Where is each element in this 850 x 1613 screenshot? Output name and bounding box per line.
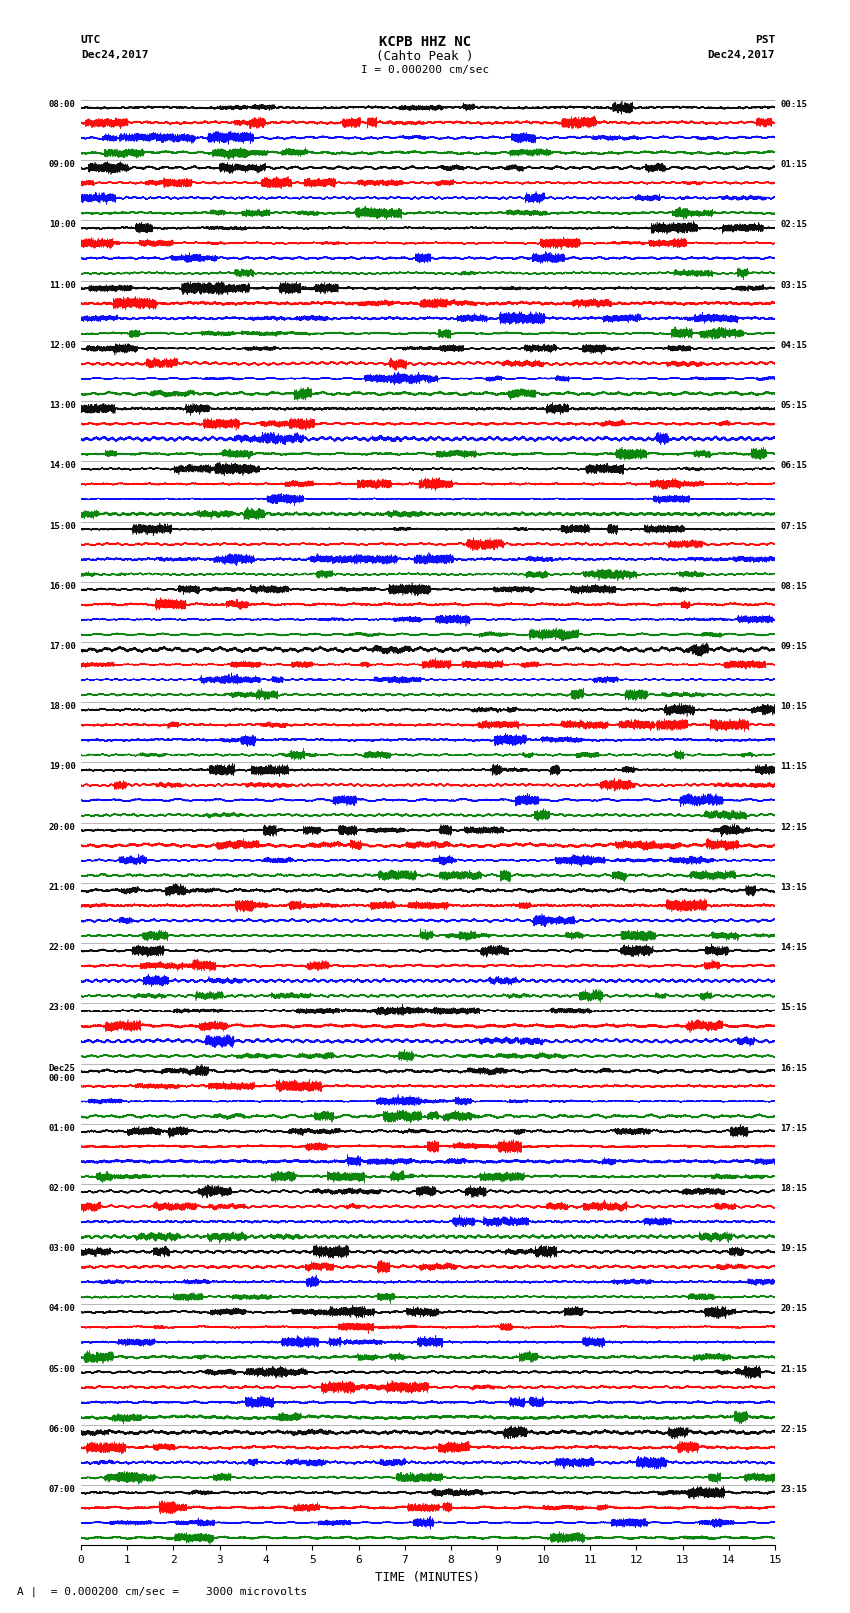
Text: Dec25
00:00: Dec25 00:00 xyxy=(48,1063,76,1082)
Text: 20:15: 20:15 xyxy=(780,1305,808,1313)
Text: 02:15: 02:15 xyxy=(780,221,808,229)
Text: 02:00: 02:00 xyxy=(48,1184,76,1194)
Text: 21:15: 21:15 xyxy=(780,1365,808,1374)
Text: 12:00: 12:00 xyxy=(48,340,76,350)
Text: Dec24,2017: Dec24,2017 xyxy=(81,50,148,60)
Text: 19:15: 19:15 xyxy=(780,1244,808,1253)
Text: (Cahto Peak ): (Cahto Peak ) xyxy=(377,50,473,63)
Text: 14:15: 14:15 xyxy=(780,944,808,952)
Text: UTC: UTC xyxy=(81,35,101,45)
Text: 17:00: 17:00 xyxy=(48,642,76,652)
Text: 11:00: 11:00 xyxy=(48,281,76,290)
Text: 10:00: 10:00 xyxy=(48,221,76,229)
Text: 16:00: 16:00 xyxy=(48,582,76,590)
Text: 01:00: 01:00 xyxy=(48,1124,76,1132)
Text: 20:00: 20:00 xyxy=(48,823,76,832)
Text: 09:00: 09:00 xyxy=(48,160,76,169)
Text: 09:15: 09:15 xyxy=(780,642,808,652)
Text: 07:15: 07:15 xyxy=(780,521,808,531)
Text: 07:00: 07:00 xyxy=(48,1486,76,1494)
Text: 13:00: 13:00 xyxy=(48,402,76,410)
Text: I = 0.000200 cm/sec: I = 0.000200 cm/sec xyxy=(361,65,489,74)
Text: KCPB HHZ NC: KCPB HHZ NC xyxy=(379,35,471,50)
Text: 00:15: 00:15 xyxy=(780,100,808,110)
Text: 22:15: 22:15 xyxy=(780,1424,808,1434)
Text: 21:00: 21:00 xyxy=(48,882,76,892)
Text: 01:15: 01:15 xyxy=(780,160,808,169)
Text: Dec24,2017: Dec24,2017 xyxy=(708,50,775,60)
Text: 15:15: 15:15 xyxy=(780,1003,808,1013)
Text: 18:15: 18:15 xyxy=(780,1184,808,1194)
Text: 06:00: 06:00 xyxy=(48,1424,76,1434)
X-axis label: TIME (MINUTES): TIME (MINUTES) xyxy=(376,1571,480,1584)
Text: A |  = 0.000200 cm/sec =    3000 microvolts: A | = 0.000200 cm/sec = 3000 microvolts xyxy=(17,1586,307,1597)
Text: 05:15: 05:15 xyxy=(780,402,808,410)
Text: 15:00: 15:00 xyxy=(48,521,76,531)
Text: 08:00: 08:00 xyxy=(48,100,76,110)
Text: PST: PST xyxy=(755,35,775,45)
Text: 18:00: 18:00 xyxy=(48,702,76,711)
Text: 12:15: 12:15 xyxy=(780,823,808,832)
Text: 14:00: 14:00 xyxy=(48,461,76,471)
Text: 06:15: 06:15 xyxy=(780,461,808,471)
Text: 23:15: 23:15 xyxy=(780,1486,808,1494)
Text: 23:00: 23:00 xyxy=(48,1003,76,1013)
Text: 04:00: 04:00 xyxy=(48,1305,76,1313)
Text: 19:00: 19:00 xyxy=(48,763,76,771)
Text: 04:15: 04:15 xyxy=(780,340,808,350)
Text: 17:15: 17:15 xyxy=(780,1124,808,1132)
Text: 03:15: 03:15 xyxy=(780,281,808,290)
Text: 16:15: 16:15 xyxy=(780,1063,808,1073)
Text: 10:15: 10:15 xyxy=(780,702,808,711)
Text: 08:15: 08:15 xyxy=(780,582,808,590)
Text: 22:00: 22:00 xyxy=(48,944,76,952)
Text: 11:15: 11:15 xyxy=(780,763,808,771)
Text: 05:00: 05:00 xyxy=(48,1365,76,1374)
Text: 13:15: 13:15 xyxy=(780,882,808,892)
Text: 03:00: 03:00 xyxy=(48,1244,76,1253)
